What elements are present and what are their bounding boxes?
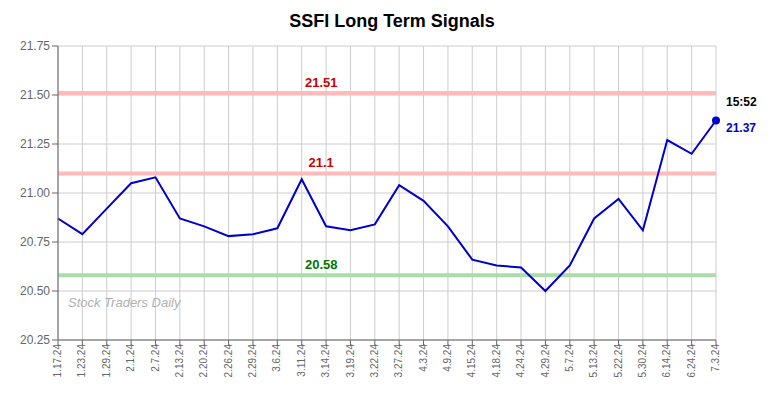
svg-text:1.29.24: 1.29.24 xyxy=(101,344,112,378)
svg-text:5.22.24: 5.22.24 xyxy=(613,344,624,378)
html-text:Stock Traders Daily: Stock Traders Daily xyxy=(68,294,181,310)
svg-text:2.26.24: 2.26.24 xyxy=(223,344,234,378)
svg-text:7.3.24: 7.3.24 xyxy=(710,344,721,372)
svg-text:5.7.24: 5.7.24 xyxy=(564,344,575,372)
svg-text:3.6.24: 3.6.24 xyxy=(271,344,282,372)
svg-text:21.50: 21.50 xyxy=(20,88,50,102)
svg-text:3.27.24: 3.27.24 xyxy=(393,344,404,378)
svg-text:5.13.24: 5.13.24 xyxy=(588,344,599,378)
svg-text:2.7.24: 2.7.24 xyxy=(150,344,161,372)
svg-text:2.13.24: 2.13.24 xyxy=(174,344,185,378)
svg-text:4.24.24: 4.24.24 xyxy=(515,344,526,378)
svg-text:4.18.24: 4.18.24 xyxy=(491,344,502,378)
svg-text:3.14.24: 3.14.24 xyxy=(320,344,331,378)
svg-text:21.1: 21.1 xyxy=(309,155,334,170)
svg-text:6.24.24: 6.24.24 xyxy=(686,344,697,378)
svg-text:2.29.24: 2.29.24 xyxy=(247,344,258,378)
svg-text:21.51: 21.51 xyxy=(305,75,338,90)
svg-text:4.15.24: 4.15.24 xyxy=(466,344,477,378)
svg-text:21.25: 21.25 xyxy=(20,137,50,151)
svg-text:20.25: 20.25 xyxy=(20,333,50,347)
svg-text:3.11.24: 3.11.24 xyxy=(296,344,307,377)
svg-text:4.9.24: 4.9.24 xyxy=(442,344,453,372)
svg-text:4.3.24: 4.3.24 xyxy=(418,344,429,372)
html-text:SSFI Long Term Signals: SSFI Long Term Signals xyxy=(289,11,495,31)
svg-text:20.58: 20.58 xyxy=(305,257,338,272)
svg-text:15:52: 15:52 xyxy=(726,95,757,109)
svg-text:21.37: 21.37 xyxy=(726,121,756,135)
svg-text:21.00: 21.00 xyxy=(20,186,50,200)
svg-text:2.1.24: 2.1.24 xyxy=(125,344,136,372)
svg-text:5.30.24: 5.30.24 xyxy=(637,344,648,378)
svg-text:20.75: 20.75 xyxy=(20,235,50,249)
svg-text:4.29.24: 4.29.24 xyxy=(540,344,551,378)
svg-text:3.19.24: 3.19.24 xyxy=(345,344,356,378)
svg-text:20.50: 20.50 xyxy=(20,284,50,298)
svg-text:1.17.24: 1.17.24 xyxy=(52,344,63,378)
svg-text:6.14.24: 6.14.24 xyxy=(661,344,672,378)
svg-text:1.23.24: 1.23.24 xyxy=(76,344,87,378)
svg-text:3.22.24: 3.22.24 xyxy=(369,344,380,378)
svg-text:21.75: 21.75 xyxy=(20,39,50,53)
svg-text:2.20.24: 2.20.24 xyxy=(198,344,209,378)
